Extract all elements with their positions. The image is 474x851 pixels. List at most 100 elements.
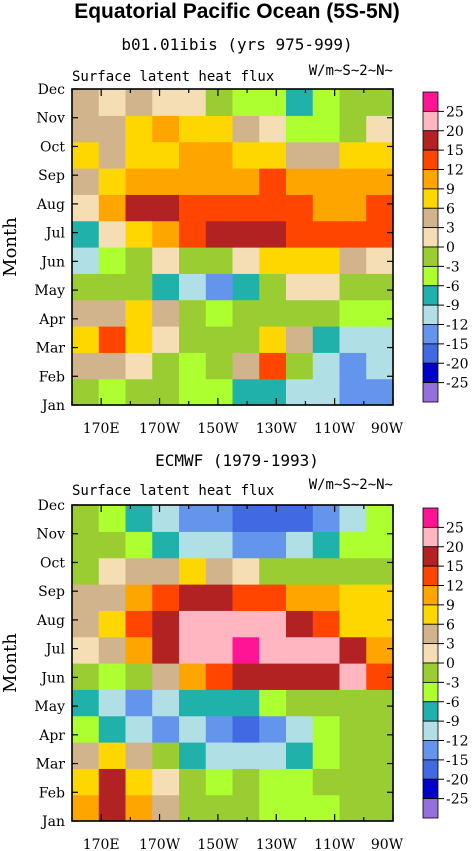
heat-cell (259, 531, 287, 559)
heat-cell (232, 299, 260, 327)
colorbar-swatch (422, 304, 439, 325)
y-tick-label: Apr (38, 312, 65, 328)
heat-cell (98, 273, 127, 301)
heat-cell (152, 299, 180, 327)
heat-cell (205, 220, 234, 248)
heat-cell (339, 689, 367, 717)
heat-cell (179, 352, 207, 380)
heat-cell (152, 273, 180, 301)
panel-2-plot: Jan Feb Mar Apr May Jun Jul Aug Sep Oct Nov Dec 170E… (34, 498, 403, 851)
heat-cell (259, 794, 287, 822)
heat-cell (125, 378, 153, 406)
heat-cell (312, 168, 341, 195)
heat-cell (152, 89, 180, 116)
heat-cell (179, 689, 207, 717)
heat-cell (98, 89, 127, 116)
heat-cell (259, 247, 287, 274)
heat-cell (98, 220, 127, 248)
heat-cell (72, 715, 100, 743)
heat-cell (312, 352, 341, 380)
heat-cell (366, 273, 394, 301)
heat-cell (72, 742, 100, 769)
heat-cell (312, 89, 341, 116)
heat-cell (366, 557, 394, 585)
heat-cell (98, 505, 127, 532)
colorbar-swatch (422, 759, 439, 780)
heat-cell (125, 273, 153, 301)
panel-1-units: W/m~S~2~N~ (309, 63, 393, 79)
heat-cell (125, 505, 153, 532)
heat-cell (312, 115, 341, 143)
heat-cell (179, 768, 207, 796)
colorbar-swatch (422, 324, 439, 345)
heat-cell (339, 115, 367, 143)
colorbar-label: 3 (446, 637, 455, 653)
heat-cell (366, 794, 394, 822)
heat-cell (232, 689, 260, 717)
colorbar-label: 20 (446, 540, 464, 556)
colorbar-label: -20 (446, 772, 469, 788)
heat-cell (125, 115, 153, 143)
x-tick-label: 90W (371, 421, 404, 437)
heat-cell (259, 89, 287, 116)
heat-cell (125, 141, 153, 169)
heat-cell (98, 610, 127, 638)
heat-cell (179, 794, 207, 822)
heat-cell (259, 610, 287, 638)
colorbar-swatch (422, 362, 439, 384)
heat-cell (72, 610, 100, 638)
heat-cell (286, 378, 314, 406)
heat-cell (98, 352, 127, 380)
colorbar-swatch (422, 207, 439, 229)
x-tick-label: 170W (139, 421, 181, 437)
heat-cell (286, 584, 314, 611)
colorbar-label: -20 (446, 356, 469, 372)
heat-cell (259, 115, 287, 143)
heat-cell (72, 247, 100, 274)
x-tick-label: 150W (197, 837, 239, 851)
x-tick-label: 130W (256, 837, 298, 851)
heat-cell (366, 689, 394, 717)
heat-cell (259, 273, 287, 301)
heat-cell (152, 378, 180, 406)
x-tick-label: 110W (314, 837, 356, 851)
heat-cell (339, 663, 367, 690)
heat-cell (72, 584, 100, 611)
heat-cell (312, 378, 341, 406)
heat-cell (312, 636, 341, 664)
heat-cell (152, 194, 180, 222)
panel-1-subtitle: Surface latent heat flux (72, 69, 274, 85)
colorbar-swatch (422, 681, 439, 703)
heat-cell (125, 194, 153, 222)
heat-cell (179, 505, 207, 532)
heat-cell (98, 531, 127, 559)
heat-cell (286, 768, 314, 796)
heat-cell (259, 768, 287, 796)
heat-cell (259, 715, 287, 743)
y-tick-label: Apr (38, 728, 65, 744)
heat-cell (339, 168, 367, 195)
y-tick-label: Mar (36, 757, 66, 773)
heat-cell (286, 531, 314, 559)
heat-cell (232, 378, 260, 406)
heat-cell (72, 531, 100, 559)
heat-cell (339, 326, 367, 353)
heat-cell (152, 247, 180, 274)
panel-1-title: b01.01ibis (yrs 975-999) (121, 35, 352, 54)
heat-cell (72, 326, 100, 353)
heat-cell (152, 610, 180, 638)
heat-cell (232, 557, 260, 585)
heat-cell (205, 326, 234, 353)
heat-cell (286, 326, 314, 353)
heat-cell (179, 715, 207, 743)
colorbar-swatch (422, 343, 439, 364)
colorbar-swatch (422, 585, 439, 606)
heat-cell (232, 141, 260, 169)
heat-cell (366, 584, 394, 611)
heat-cell (72, 194, 100, 222)
y-tick-label: Feb (39, 369, 65, 385)
heat-cell (152, 326, 180, 353)
heat-cell (286, 273, 314, 301)
heat-cell (152, 531, 180, 559)
